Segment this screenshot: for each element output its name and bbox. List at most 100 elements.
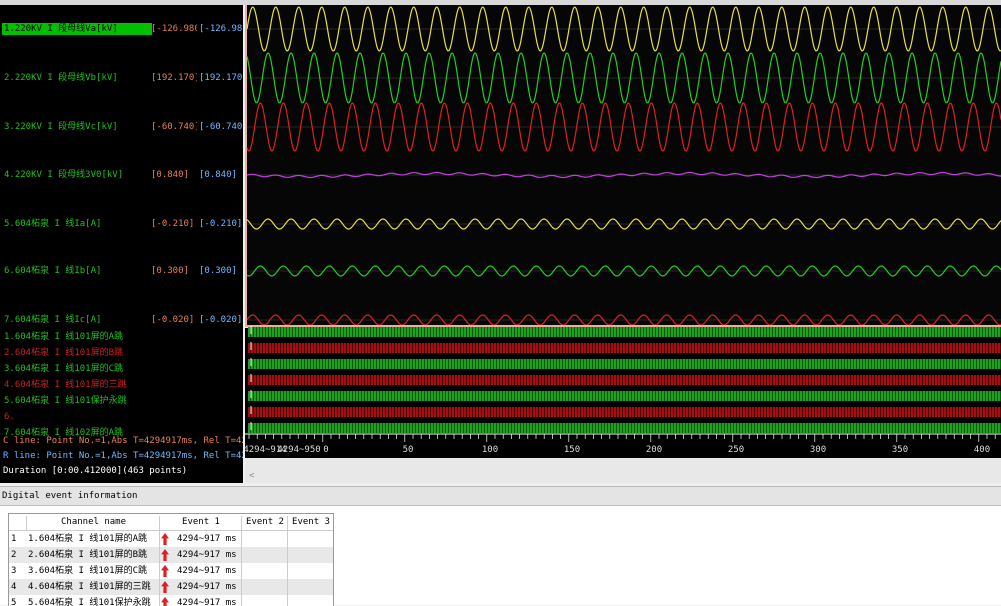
time-label: 0: [323, 445, 328, 455]
table-row: [9, 595, 333, 606]
cell-border: [241, 595, 242, 606]
header-cell: Channel name: [26, 516, 160, 530]
event-arrow: [161, 565, 169, 577]
channel-label: 5.604柘泉 I 线Ia[A]: [4, 219, 102, 229]
table-cell: 3: [11, 566, 17, 576]
cell-border: [241, 579, 242, 595]
table-cell: 4: [11, 582, 17, 592]
toolbar: Digital event information: [0, 486, 1001, 506]
waveform: [246, 6, 1001, 52]
channel-label: 6.604柘泉 I 线Ib[A]: [4, 266, 102, 276]
digital-bar: [248, 391, 1001, 401]
waveform: [246, 171, 1001, 179]
waveform: [246, 314, 1001, 326]
cursor-info: Duration [0:00.412000](463 points): [3, 466, 188, 476]
time-label: 50: [403, 445, 414, 455]
table-cell: 2.604柘泉 I 线101屏的B跳: [28, 550, 148, 560]
header-cell: Event 2: [241, 516, 288, 530]
cell-border: [241, 547, 242, 563]
axis-bg: [245, 432, 1001, 458]
cell-border: [159, 595, 160, 606]
time-label: 350: [892, 445, 908, 455]
r-value: [-60.740]: [199, 122, 243, 132]
c-value: [0.300]: [151, 266, 189, 276]
r-value: [-126.980]: [199, 24, 243, 34]
r-value: [-0.210]: [199, 219, 243, 229]
digital-bar: [248, 343, 1001, 353]
time-label: 150: [564, 445, 580, 455]
channel-label: 4.220KV I 段母线3V0[kV]: [4, 170, 124, 180]
table-cell: 4294~917 ms: [177, 566, 237, 576]
r-value: [0.300]: [199, 266, 237, 276]
table-cell: 4294~917 ms: [177, 534, 237, 544]
channel-label: 3.220KV I 段母线Vc[kV]: [4, 122, 118, 132]
table-cell: 3.604柘泉 I 线101屏的C跳: [28, 566, 148, 576]
cell-border: [159, 563, 160, 579]
cursor-info: C line: Point No.=1,Abs T=4294917ms, Rel…: [3, 436, 243, 446]
channel-label: 7.604柘泉 I 线Ic[A]: [4, 315, 102, 325]
c-value: [-60.740]: [151, 122, 197, 132]
table-header: [9, 514, 333, 531]
waveform: [246, 218, 1001, 230]
cell-border: [159, 531, 160, 547]
cell-border: [287, 531, 288, 547]
cell-border: [287, 563, 288, 579]
digital-label: 1.604柘泉 I 线101屏的A跳: [4, 332, 124, 342]
cell-border: [287, 547, 288, 563]
event-arrow: [161, 581, 169, 593]
table-cell: 1: [11, 534, 17, 544]
header-cell: Event 3: [287, 516, 333, 530]
top-strip: [0, 0, 1001, 5]
channel-label: 2.220KV I 段母线Vb[kV]: [4, 73, 118, 83]
time-label: 300: [810, 445, 826, 455]
digital-bar: [248, 407, 1001, 417]
cell-border: [159, 547, 160, 563]
table-cell: 2: [11, 550, 17, 560]
table-cell: 5: [11, 598, 17, 606]
table-cell: 4294~917 ms: [177, 550, 237, 560]
event-table: Channel name Event 1 Event 2 Event 3 1 1.604柘…: [8, 513, 334, 606]
c-value: [0.840]: [151, 170, 189, 180]
waveform: [246, 52, 1001, 104]
time-label: 250: [728, 445, 744, 455]
event-arrow: [161, 597, 169, 606]
c-value: [-0.210]: [151, 219, 195, 229]
c-value: [-126.980]: [151, 24, 197, 34]
digital-bar: [248, 423, 1001, 433]
time-label: 100: [482, 445, 498, 455]
digital-label: 2.604柘泉 I 线101屏的B跳: [4, 348, 124, 358]
digital-label: 3.604柘泉 I 线101屏的C跳: [4, 364, 124, 374]
table-cell: 1.604柘泉 I 线101屏的A跳: [28, 534, 148, 544]
c-value: [192.170]: [151, 73, 197, 83]
cursor-info: R line: Point No.=1,Abs T=4294917ms, Rel…: [3, 451, 243, 461]
table-cell: 4294~917 ms: [177, 582, 237, 592]
cell-border: [241, 531, 242, 547]
waveform: [246, 102, 1001, 152]
digital-label: 7.604柘泉 I 线102屏的A跳: [4, 428, 124, 438]
table-cell: 4294~917 ms: [177, 598, 237, 606]
r-value: [192.170]: [199, 73, 243, 83]
scroll-arrow: <: [249, 471, 255, 481]
event-arrow: [161, 549, 169, 561]
channel-label: 1.220KV I 段母线Va[kV]: [2, 23, 152, 35]
time-label: 400: [974, 445, 990, 455]
r-value: [0.840]: [199, 170, 237, 180]
cell-border: [287, 579, 288, 595]
digital-label: 4.604柘泉 I 线101屏的三跳: [4, 380, 127, 390]
header-cell: Event 1: [159, 516, 242, 530]
digital-bar: [248, 327, 1001, 337]
cell-border: [159, 579, 160, 595]
digital-label: 5.604柘泉 I 线101保护永跳: [4, 396, 127, 406]
axis-gray: [245, 458, 1001, 483]
r-value: [-0.020]: [199, 315, 243, 325]
digital-bar: [248, 375, 1001, 385]
digital-label: 6.: [4, 412, 15, 422]
table-cell: 4.604柘泉 I 线101屏的三跳: [28, 582, 151, 592]
table-cell: 5.604柘泉 I 线101保护永跳: [28, 598, 151, 606]
digital-bar: [248, 359, 1001, 369]
c-value: [-0.020]: [151, 315, 195, 325]
event-arrow: [161, 533, 169, 545]
cell-border: [287, 595, 288, 606]
